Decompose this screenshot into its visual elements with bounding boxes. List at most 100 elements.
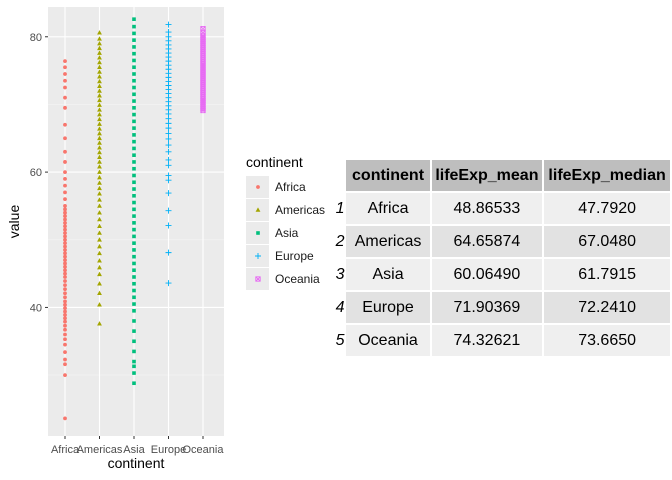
legend-marker: [255, 206, 260, 212]
data-point: [132, 78, 136, 83]
summary-table-container: continent lifeExp_mean lifeExp_median 1 …: [332, 160, 672, 358]
data-point: [132, 381, 136, 386]
data-point: [97, 169, 102, 174]
data-point: [63, 204, 67, 208]
data-point: [132, 38, 136, 42]
legend-marker: [255, 230, 260, 235]
data-point: [132, 319, 136, 323]
data-point: [97, 210, 102, 215]
data-point: [132, 45, 136, 49]
data-point: [132, 364, 136, 369]
data-point: [97, 203, 102, 208]
legend-symbol: [254, 252, 261, 259]
cell-median: 47.7920: [543, 192, 672, 226]
data-point: [97, 140, 102, 145]
data-point: [63, 251, 67, 256]
data-point: [63, 295, 67, 300]
data-point: [63, 95, 67, 100]
data-point: [97, 258, 102, 263]
data-point: [97, 130, 102, 136]
data-point: [63, 316, 67, 321]
data-point: [63, 210, 67, 215]
data-point: [97, 216, 102, 222]
data-point: [63, 234, 67, 239]
data-point: [63, 65, 67, 70]
data-point: [63, 176, 67, 181]
data-point: [63, 78, 67, 83]
data-point: [97, 230, 102, 235]
data-point: [63, 291, 67, 296]
table-row: 5 Oceania 74.32621 73.6650: [332, 324, 672, 358]
table-row: 3 Asia 60.06490 61.7915: [332, 258, 672, 292]
data-point: [97, 281, 102, 286]
legend-symbol: [255, 230, 260, 235]
data-point: [63, 59, 67, 64]
data-point: [132, 193, 136, 198]
cell-mean: 71.90369: [430, 291, 545, 325]
data-point: [97, 154, 102, 160]
row-number-header: [332, 160, 347, 192]
column-header-median: lifeExp_median: [543, 160, 672, 193]
data-point: [132, 241, 136, 245]
data-point: [132, 17, 136, 21]
data-point: [97, 111, 102, 117]
data-point: [132, 139, 136, 144]
legend-item-europe: Europe: [246, 244, 325, 267]
data-point: [97, 250, 102, 256]
data-point: [63, 271, 67, 276]
data-point: [63, 306, 67, 311]
data-point: [63, 241, 67, 246]
legend-item-africa: Africa: [246, 175, 325, 198]
cell-continent: Americas: [346, 225, 432, 259]
data-point: [132, 112, 136, 117]
column-header-continent: continent: [346, 160, 432, 193]
data-point: [132, 51, 136, 56]
data-point: [165, 148, 172, 155]
legend-symbol: [255, 184, 260, 189]
data-point: [132, 295, 136, 300]
data-point: [63, 136, 67, 141]
data-point: [132, 173, 136, 178]
y-tick-label: 60: [30, 167, 42, 179]
data-point: [132, 200, 136, 205]
cell-continent: Africa: [346, 192, 432, 226]
data-point: [132, 160, 136, 164]
data-point: [63, 309, 67, 314]
legend-marker: [254, 275, 261, 282]
x-tick-label: Americas: [77, 444, 123, 456]
data-point: [132, 329, 136, 333]
data-point: [132, 72, 136, 76]
x-tick-label: Asia: [123, 444, 145, 456]
data-point: [132, 288, 136, 293]
data-point: [165, 190, 172, 197]
data-point: [132, 309, 136, 313]
data-point: [97, 290, 102, 296]
legend-key-square-icon: [246, 221, 269, 244]
data-point: [97, 121, 102, 126]
legend-label: Africa: [275, 179, 306, 194]
data-point: [97, 93, 102, 98]
data-point: [63, 105, 67, 110]
data-point: [132, 261, 136, 266]
data-point: [97, 149, 102, 155]
data-point: [97, 40, 102, 46]
data-point: [63, 312, 67, 317]
data-point: [165, 207, 172, 214]
data-point: [132, 106, 136, 110]
data-point: [97, 191, 102, 196]
data-point: [97, 102, 102, 107]
data-point: [63, 261, 67, 266]
data-point: [63, 337, 67, 342]
legend-marker: [254, 252, 261, 259]
data-point: [97, 185, 102, 191]
data-point: [132, 65, 136, 70]
legend-symbol: [254, 275, 261, 282]
data-point: [97, 97, 102, 103]
data-point: [63, 122, 67, 127]
data-point: [97, 36, 102, 41]
data-point: [132, 207, 136, 212]
x-tick-label: Africa: [51, 444, 80, 456]
legend-label: Americas: [275, 202, 326, 217]
data-point: [97, 302, 102, 307]
data-point: [63, 268, 67, 273]
